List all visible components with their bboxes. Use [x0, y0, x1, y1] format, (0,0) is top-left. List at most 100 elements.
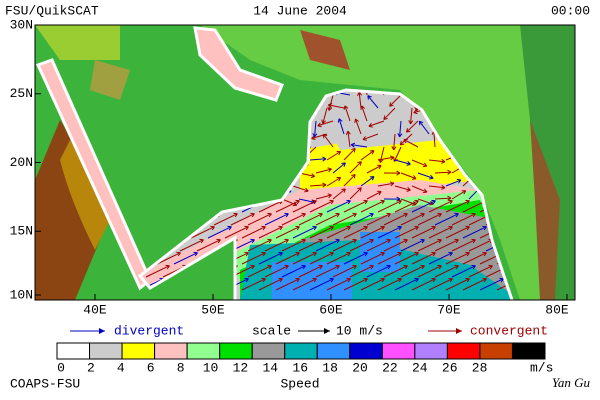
wind-arrow [247, 213, 272, 226]
wind-arrow-head [465, 225, 470, 231]
wind-arrow-head [380, 277, 385, 283]
wind-arrow-head [437, 238, 442, 244]
axis-ticks: 30N 25N 20N 15N 10N 40E 50E 60E 70E 80E [10, 17, 569, 317]
wind-arrow [362, 133, 379, 141]
wind-arrow [366, 213, 391, 226]
wind-arrow-head [465, 277, 470, 283]
wind-arrow [462, 278, 487, 291]
wind-arrow-head [295, 199, 300, 205]
wind-arrow-head [261, 277, 266, 283]
sea-speed [330, 100, 440, 150]
colorbar-box [219, 342, 253, 360]
wind-arrow-head [454, 238, 459, 244]
wind-arrow [377, 156, 394, 161]
wind-arrow [434, 265, 459, 278]
colorbar-tick-label: 26 [442, 360, 458, 375]
wind-arrow-head [461, 190, 467, 195]
wind-arrow [417, 172, 434, 179]
wind-arrow-head [350, 142, 356, 148]
colorbar-tick-label: 10 [203, 360, 219, 375]
colorbar-tick-label: 22 [382, 360, 398, 375]
colorbar-unit: m/s [530, 360, 553, 375]
wind-arrow-head [397, 199, 402, 205]
wind-arrow-head [499, 277, 504, 283]
wind-arrow [264, 265, 289, 278]
wind-arrow-head [441, 158, 446, 164]
wind-arrow [292, 226, 317, 239]
wind-arrow [343, 278, 368, 291]
wind-arrow [349, 265, 374, 278]
wind-arrow [241, 252, 266, 265]
wind-arrow [281, 239, 306, 252]
wind-arrow-head [397, 225, 402, 231]
wind-arrow [366, 239, 391, 252]
wind-arrow [400, 239, 425, 252]
colorbar-box [284, 342, 318, 360]
wind-arrow-head [317, 122, 322, 128]
wind-arrow-head [448, 225, 453, 231]
wind-arrow [196, 239, 221, 252]
wind-arrow-head [471, 264, 476, 270]
wind-arrow-head [346, 199, 351, 205]
colorbar-box [154, 342, 188, 360]
wind-arrow [315, 213, 340, 226]
wind-arrow [368, 120, 385, 127]
wind-arrow [332, 188, 346, 200]
wind-arrow [326, 151, 341, 161]
wind-arrow-head [431, 277, 436, 283]
wind-arrow [394, 200, 419, 213]
lon-label: 70E [437, 302, 461, 317]
colorbar-tick-label: 4 [117, 360, 125, 375]
colorbar-tick-label: 18 [322, 360, 338, 375]
wind-arrow [326, 177, 341, 187]
wind-arrow [377, 182, 394, 187]
wind-arrow [275, 278, 300, 291]
wind-arrow-head [318, 212, 323, 218]
wind-arrow-head [346, 225, 351, 231]
colorbar-box [89, 342, 123, 360]
colorbar-box [316, 342, 351, 360]
colorbar-tick-label: 0 [57, 360, 65, 375]
wind-arrow-head [346, 251, 351, 257]
wind-arrow-head [267, 212, 272, 218]
wind-arrow-head [448, 277, 453, 283]
wind-arrow-head [176, 251, 181, 257]
wind-arrow [292, 278, 317, 291]
colorbar-box [381, 342, 416, 360]
wind-arrow [343, 200, 368, 213]
wind-arrow-head [322, 156, 327, 162]
wind-arrow-head [284, 212, 289, 218]
wind-arrow-head [312, 277, 317, 283]
wind-arrow [428, 159, 445, 163]
wind-arrow [343, 148, 356, 161]
wind-arrow [298, 198, 315, 203]
wind-arrow [428, 200, 453, 213]
wind-arrow [349, 161, 362, 174]
wind-arrow [428, 252, 453, 265]
wind-arrow [190, 226, 215, 239]
wind-arrow-head [399, 140, 405, 146]
footer-right: Yan Gu [552, 375, 591, 390]
colorbar-box [511, 342, 546, 360]
wind-arrow [343, 252, 368, 265]
wind-arrow-head [227, 225, 232, 231]
header-time: 00:00 [551, 3, 590, 18]
wind-arrow [409, 107, 413, 124]
wind-arrow [298, 265, 323, 278]
wind-arrow [417, 213, 442, 226]
colorbar-tick-label: 28 [472, 360, 488, 375]
wind-arrow-head [448, 199, 453, 205]
lat-label: 25N [10, 86, 33, 101]
wind-arrow-head [389, 181, 395, 187]
wind-arrow-head [318, 238, 323, 244]
wind-arrow-head [380, 199, 385, 205]
wind-arrow [393, 133, 396, 150]
header-date: 14 June 2004 [253, 3, 347, 18]
wind-arrow-head [431, 225, 436, 231]
wind-arrow-head [244, 251, 249, 257]
wind-arrow-head [336, 177, 342, 182]
highland [35, 120, 100, 300]
wind-arrow [332, 162, 346, 174]
colorbar-tick-label: 14 [262, 360, 278, 375]
colorbar-tick-label: 2 [87, 360, 95, 375]
